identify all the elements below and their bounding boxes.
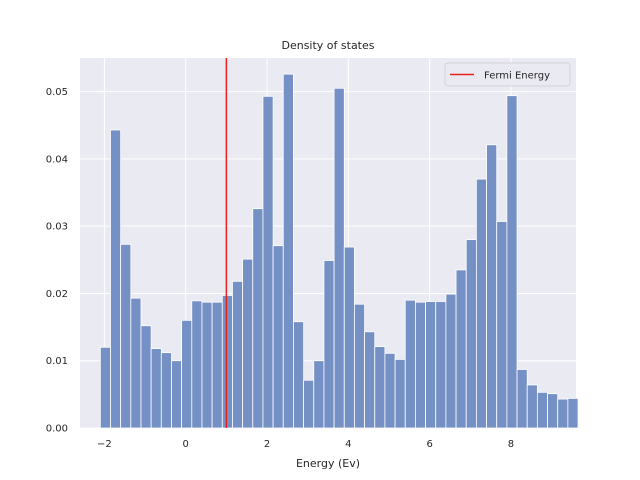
histogram-bar xyxy=(547,393,559,429)
histogram-bar xyxy=(130,297,142,429)
y-tick-label: 0.01 xyxy=(46,356,68,367)
histogram-bar xyxy=(455,269,467,429)
histogram-bar xyxy=(526,384,538,429)
y-tick-label: 0.02 xyxy=(46,289,68,300)
histogram-bars xyxy=(99,73,579,429)
histogram-bar xyxy=(232,280,244,429)
x-axis-ticks: −2 0 2 4 6 8 xyxy=(97,439,514,450)
histogram-bar xyxy=(99,346,111,429)
histogram-bar xyxy=(415,301,426,429)
legend-box xyxy=(444,62,571,87)
histogram-bar xyxy=(506,95,518,429)
legend: Fermi Energy xyxy=(444,62,571,87)
histogram-bar xyxy=(140,325,152,429)
y-tick-label: 0.04 xyxy=(46,154,68,165)
x-tick-label: 8 xyxy=(508,439,514,450)
histogram-bar xyxy=(536,391,548,429)
histogram-bar xyxy=(445,293,457,429)
histogram-bar xyxy=(475,178,487,429)
histogram-bar xyxy=(211,301,223,429)
x-axis-label: Energy (Ev) xyxy=(296,457,360,470)
histogram-bar xyxy=(191,300,203,429)
histogram-bar xyxy=(150,348,162,429)
histogram-bar xyxy=(333,87,345,429)
histogram-bar xyxy=(242,258,254,429)
histogram-bar xyxy=(394,358,406,429)
histogram-bar xyxy=(374,346,386,429)
y-axis-ticks: 0.00 0.01 0.02 0.03 0.04 0.05 xyxy=(46,87,68,434)
histogram-bar xyxy=(303,379,315,429)
histogram-bar xyxy=(425,301,437,429)
y-tick-label: 0.03 xyxy=(46,222,68,233)
histogram-bar xyxy=(110,129,122,429)
histogram-bar xyxy=(496,221,508,429)
y-tick-label: 0.00 xyxy=(46,424,68,435)
histogram-bar xyxy=(404,299,416,429)
histogram-bar xyxy=(343,246,355,429)
histogram-bar xyxy=(364,331,376,429)
y-tick-label: 0.05 xyxy=(46,87,68,98)
chart-title: Density of states xyxy=(281,39,374,52)
histogram-bar xyxy=(282,73,294,429)
histogram-bar xyxy=(557,398,569,429)
histogram-bar xyxy=(160,352,172,429)
histogram-bar xyxy=(221,295,233,429)
histogram-bar xyxy=(354,303,365,429)
histogram-bar xyxy=(120,243,132,429)
histogram-bar xyxy=(262,95,274,429)
x-tick-label: 6 xyxy=(426,439,432,450)
x-tick-label: 0 xyxy=(183,439,189,450)
x-tick-label: 4 xyxy=(345,439,351,450)
histogram-bar xyxy=(201,301,213,429)
histogram-bar xyxy=(293,321,305,429)
histogram-bar xyxy=(171,360,183,429)
histogram-bar xyxy=(181,319,193,429)
histogram-bar xyxy=(272,245,284,429)
histogram-bar xyxy=(313,360,325,429)
histogram-bar xyxy=(435,301,447,429)
x-tick-label: 2 xyxy=(264,439,270,450)
histogram-bar xyxy=(323,260,335,429)
histogram-bar xyxy=(567,397,579,429)
histogram-bar xyxy=(516,369,528,429)
x-tick-label: −2 xyxy=(97,439,112,450)
histogram-bar xyxy=(252,208,264,429)
legend-fermi-label: Fermi Energy xyxy=(484,71,550,82)
histogram-bar xyxy=(486,144,498,429)
histogram-bar xyxy=(384,352,396,429)
histogram-bar xyxy=(465,239,477,429)
